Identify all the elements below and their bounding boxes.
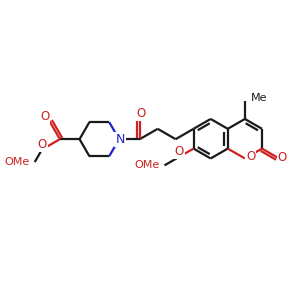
Text: Me: Me — [250, 93, 267, 103]
Text: O: O — [136, 107, 145, 120]
Text: O: O — [278, 151, 287, 164]
Text: OMe: OMe — [134, 160, 160, 170]
Text: N: N — [115, 133, 125, 146]
Text: O: O — [40, 110, 50, 123]
Text: O: O — [174, 145, 184, 158]
Text: O: O — [37, 138, 46, 151]
Text: O: O — [246, 150, 255, 163]
Text: OMe: OMe — [5, 157, 30, 167]
